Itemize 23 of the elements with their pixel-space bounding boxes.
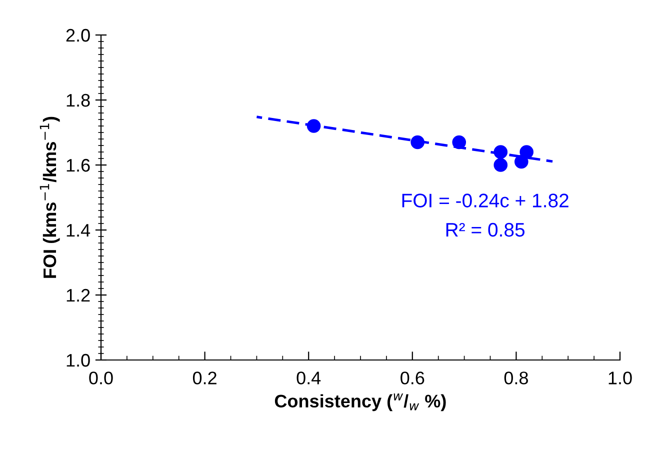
point [514, 154, 528, 169]
annotation: FOI = -0.24c + 1.82 [402, 194, 568, 208]
point [494, 158, 508, 172]
y-tick-label: 1.8 [66, 94, 90, 107]
annotation: R² = 0.85 [446, 222, 525, 237]
x-tick-label: 1.0 [608, 372, 632, 384]
y-tick-label: 1.2 [66, 288, 90, 302]
y-tick-label: 2.0 [66, 28, 90, 42]
point [452, 135, 466, 150]
x-tick-label: 0.2 [192, 372, 216, 384]
point [520, 145, 534, 159]
y-tick-label: 1.4 [66, 224, 90, 237]
point [410, 135, 424, 150]
x-tick-label: 0.0 [89, 372, 113, 384]
y-axis-title: FOI (kms$^{−1}$/kms$^{−1}$) [40, 116, 60, 278]
y-tick-label: 1.0 [66, 354, 90, 367]
point [494, 145, 508, 159]
point [306, 119, 321, 133]
x-tick-label: 0.6 [400, 372, 424, 384]
y-tick-label: 1.6 [66, 158, 90, 172]
x-tick-label: 0.8 [504, 372, 528, 384]
x-axis-title: Consistency ($^{w}$/$_{w}$ %) [274, 394, 446, 412]
x-tick-label: 0.4 [296, 372, 321, 384]
